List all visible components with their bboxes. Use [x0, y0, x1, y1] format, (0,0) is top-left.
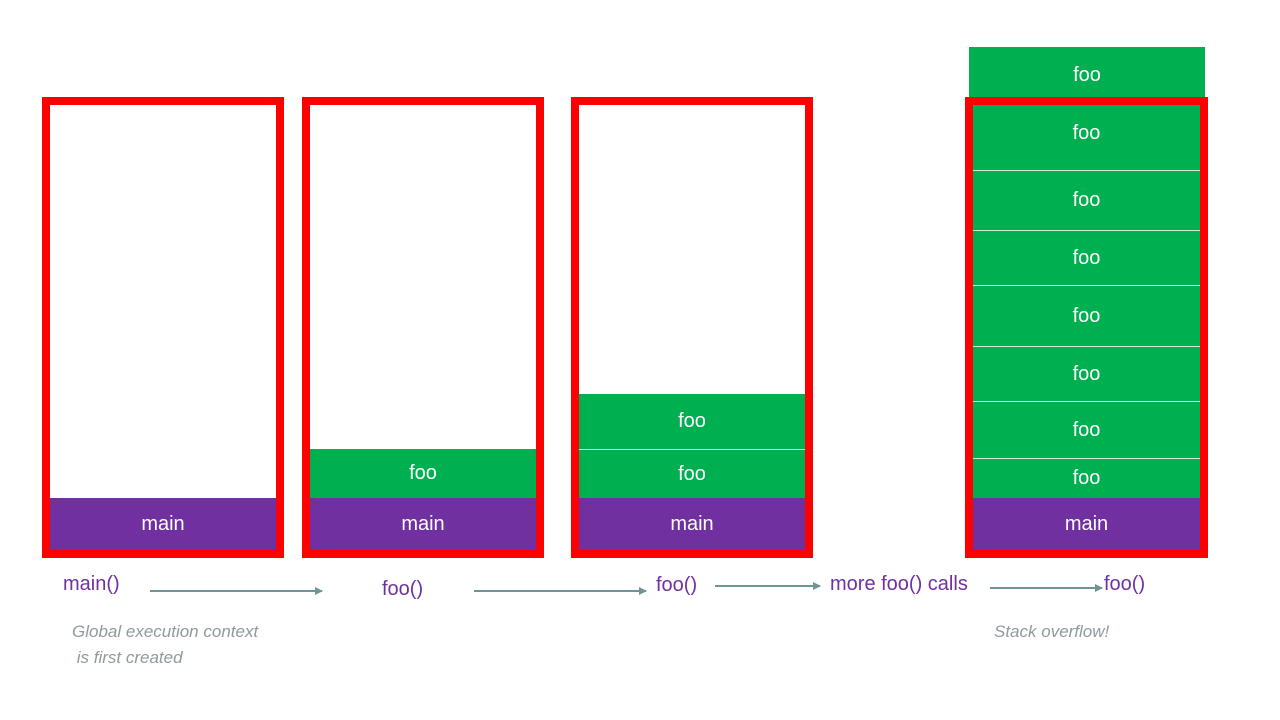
stack-frame-main: main	[579, 498, 805, 550]
overflow-stack-frame-foo: foo	[969, 47, 1205, 103]
call-stack-4-overflow: foo foo foo foo foo foo foo main	[965, 97, 1208, 558]
call-label-more-foo-calls: more foo() calls	[830, 573, 968, 595]
stack-frame-foo: foo	[973, 170, 1200, 230]
stack-frame-foo: foo	[579, 394, 805, 449]
stack-frame-foo: foo	[973, 285, 1200, 346]
stack-frame-main: main	[310, 498, 536, 550]
stack-frame-main: main	[973, 498, 1200, 550]
stack-frame-foo: foo	[973, 458, 1200, 498]
stack-frame-main: main	[50, 498, 276, 550]
call-label-foo-3: foo()	[1104, 573, 1146, 595]
stack-frame-foo: foo	[973, 401, 1200, 458]
call-label-foo-1: foo()	[382, 578, 424, 600]
note-stack-overflow: Stack overflow!	[994, 622, 1110, 641]
call-stack-2: foo main	[302, 97, 544, 558]
stack-frame-foo: foo	[973, 230, 1200, 285]
stack-frame-foo: foo	[579, 449, 805, 498]
call-stack-3: foo foo main	[571, 97, 813, 558]
stack-frame-foo: foo	[973, 105, 1200, 170]
stack-frame-foo: foo	[310, 449, 536, 498]
call-label-main: main()	[63, 573, 120, 595]
call-label-foo-2: foo()	[656, 574, 698, 596]
stack-frame-foo: foo	[973, 346, 1200, 401]
call-stack-1: main	[42, 97, 284, 558]
note-global-execution-context: Global execution context is first create…	[72, 622, 259, 667]
